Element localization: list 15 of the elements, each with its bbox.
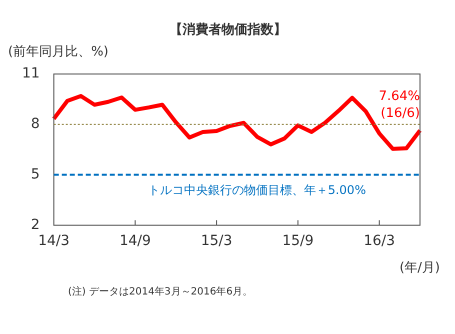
x-axis-title: (年/月): [399, 260, 440, 276]
y-tick-label: 11: [22, 66, 40, 82]
chart-title: 【消費者物価指数】: [170, 21, 286, 38]
x-tick-label: 14/9: [119, 233, 151, 250]
y-tick-label: 8: [30, 116, 40, 132]
x-tick-label: 15/9: [282, 233, 314, 250]
text: (注) データは2014年3月～2016年6月。: [68, 286, 253, 298]
y-tick-label: 2: [30, 216, 40, 233]
x-tick-label: 16/3: [364, 233, 396, 250]
ref-line-label: トルコ中央銀行の物価目標、年＋5.00%: [148, 182, 366, 197]
x-tick-label: 14/3: [38, 233, 70, 250]
y-axis-title: (前年同月比、%): [8, 44, 108, 60]
x-tick-label: 15/3: [200, 233, 232, 250]
y-tick-label: 5: [30, 166, 40, 182]
annotation: 7.64% (16/6): [378, 88, 420, 121]
